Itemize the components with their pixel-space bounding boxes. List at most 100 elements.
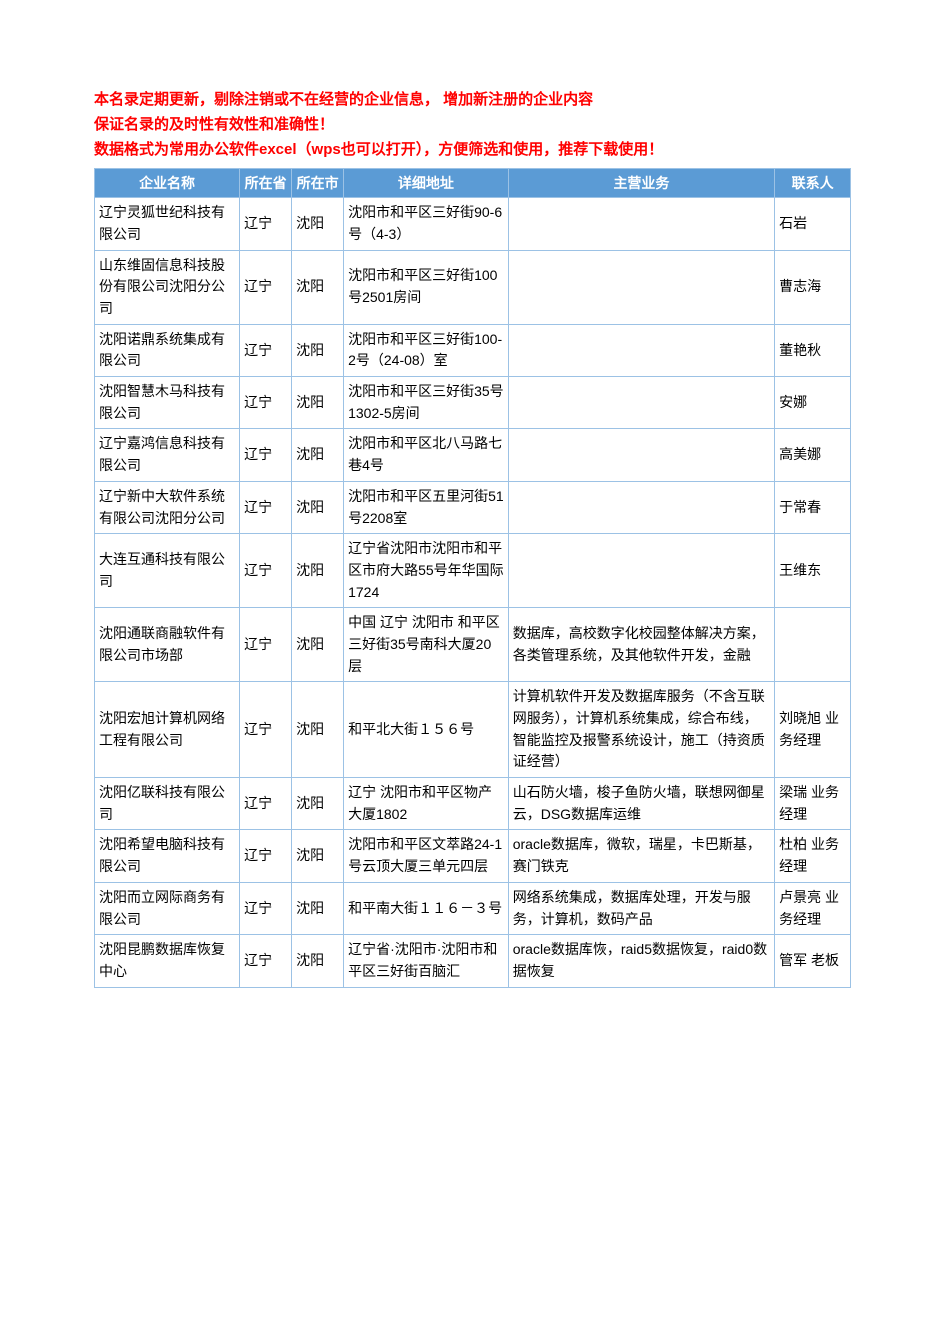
col-header-biz: 主营业务: [508, 169, 774, 198]
cell-addr: 和平南大街１１６－３号: [344, 882, 509, 934]
cell-name: 沈阳亿联科技有限公司: [95, 778, 240, 830]
notice-line-3: 数据格式为常用办公软件excel（wps也可以打开），方便筛选和使用，推荐下载使…: [94, 138, 851, 163]
cell-name: 沈阳诺鼎系统集成有限公司: [95, 324, 240, 376]
cell-prov: 辽宁: [240, 682, 292, 778]
notice-line-1: 本名录定期更新，剔除注销或不在经营的企业信息， 增加新注册的企业内容: [94, 88, 851, 113]
cell-city: 沈阳: [292, 935, 344, 987]
cell-contact: 董艳秋: [775, 324, 851, 376]
table-row: 大连互通科技有限公司辽宁沈阳辽宁省沈阳市沈阳市和平区市府大路55号年华国际172…: [95, 534, 851, 608]
table-row: 沈阳亿联科技有限公司辽宁沈阳辽宁 沈阳市和平区物产大厦1802山石防火墙，梭子鱼…: [95, 778, 851, 830]
cell-city: 沈阳: [292, 324, 344, 376]
cell-contact: 刘晓旭 业务经理: [775, 682, 851, 778]
cell-prov: 辽宁: [240, 608, 292, 682]
cell-contact: 于常春: [775, 481, 851, 533]
cell-city: 沈阳: [292, 534, 344, 608]
table-body: 辽宁灵狐世纪科技有限公司辽宁沈阳沈阳市和平区三好街90-6号（4-3）石岩山东维…: [95, 198, 851, 987]
cell-city: 沈阳: [292, 778, 344, 830]
cell-prov: 辽宁: [240, 882, 292, 934]
cell-city: 沈阳: [292, 682, 344, 778]
cell-name: 沈阳智慧木马科技有限公司: [95, 377, 240, 429]
cell-addr: 沈阳市和平区北八马路七巷4号: [344, 429, 509, 481]
cell-biz: [508, 377, 774, 429]
cell-name: 沈阳昆鹏数据库恢复中心: [95, 935, 240, 987]
cell-name: 沈阳而立网际商务有限公司: [95, 882, 240, 934]
cell-prov: 辽宁: [240, 250, 292, 324]
cell-contact: 梁瑞 业务经理: [775, 778, 851, 830]
cell-addr: 中国 辽宁 沈阳市 和平区三好街35号南科大厦20层: [344, 608, 509, 682]
table-row: 辽宁新中大软件系统有限公司沈阳分公司辽宁沈阳沈阳市和平区五里河街51号2208室…: [95, 481, 851, 533]
cell-addr: 沈阳市和平区三好街90-6号（4-3）: [344, 198, 509, 250]
cell-prov: 辽宁: [240, 534, 292, 608]
cell-addr: 和平北大街１５６号: [344, 682, 509, 778]
cell-biz: oracle数据库，微软，瑞星，卡巴斯基，赛门铁克: [508, 830, 774, 882]
cell-contact: 曹志海: [775, 250, 851, 324]
cell-biz: [508, 198, 774, 250]
notice-block: 本名录定期更新，剔除注销或不在经营的企业信息， 增加新注册的企业内容 保证名录的…: [94, 88, 851, 162]
cell-contact: 王维东: [775, 534, 851, 608]
cell-contact: 管军 老板: [775, 935, 851, 987]
cell-name: 山东维固信息科技股份有限公司沈阳分公司: [95, 250, 240, 324]
cell-name: 辽宁灵狐世纪科技有限公司: [95, 198, 240, 250]
cell-biz: [508, 534, 774, 608]
cell-city: 沈阳: [292, 481, 344, 533]
cell-biz: [508, 481, 774, 533]
cell-prov: 辽宁: [240, 935, 292, 987]
notice-line-2: 保证名录的及时性有效性和准确性！: [94, 113, 851, 138]
company-table: 企业名称 所在省 所在市 详细地址 主营业务 联系人 辽宁灵狐世纪科技有限公司辽…: [94, 168, 851, 987]
cell-addr: 辽宁省·沈阳市·沈阳市和平区三好街百脑汇: [344, 935, 509, 987]
table-row: 沈阳而立网际商务有限公司辽宁沈阳和平南大街１１６－３号网络系统集成，数据库处理，…: [95, 882, 851, 934]
table-row: 沈阳通联商融软件有限公司市场部辽宁沈阳中国 辽宁 沈阳市 和平区三好街35号南科…: [95, 608, 851, 682]
table-row: 辽宁灵狐世纪科技有限公司辽宁沈阳沈阳市和平区三好街90-6号（4-3） 石岩: [95, 198, 851, 250]
cell-biz: [508, 324, 774, 376]
cell-prov: 辽宁: [240, 429, 292, 481]
cell-addr: 辽宁省沈阳市沈阳市和平区市府大路55号年华国际1724: [344, 534, 509, 608]
cell-city: 沈阳: [292, 429, 344, 481]
col-header-name: 企业名称: [95, 169, 240, 198]
cell-prov: 辽宁: [240, 830, 292, 882]
cell-biz: oracle数据库恢，raid5数据恢复，raid0数据恢复: [508, 935, 774, 987]
cell-city: 沈阳: [292, 250, 344, 324]
cell-biz: [508, 429, 774, 481]
cell-contact: [775, 608, 851, 682]
table-row: 山东维固信息科技股份有限公司沈阳分公司辽宁沈阳沈阳市和平区三好街100号2501…: [95, 250, 851, 324]
table-row: 辽宁嘉鸿信息科技有限公司辽宁沈阳沈阳市和平区北八马路七巷4号 高美娜: [95, 429, 851, 481]
cell-prov: 辽宁: [240, 778, 292, 830]
table-row: 沈阳昆鹏数据库恢复中心辽宁沈阳辽宁省·沈阳市·沈阳市和平区三好街百脑汇oracl…: [95, 935, 851, 987]
cell-prov: 辽宁: [240, 324, 292, 376]
table-header-row: 企业名称 所在省 所在市 详细地址 主营业务 联系人: [95, 169, 851, 198]
cell-addr: 辽宁 沈阳市和平区物产大厦1802: [344, 778, 509, 830]
cell-city: 沈阳: [292, 830, 344, 882]
cell-prov: 辽宁: [240, 198, 292, 250]
cell-prov: 辽宁: [240, 481, 292, 533]
table-row: 沈阳希望电脑科技有限公司辽宁沈阳沈阳市和平区文萃路24-1号云顶大厦三单元四层o…: [95, 830, 851, 882]
cell-name: 大连互通科技有限公司: [95, 534, 240, 608]
cell-addr: 沈阳市和平区三好街100-2号（24-08）室: [344, 324, 509, 376]
cell-biz: 网络系统集成，数据库处理，开发与服务，计算机，数码产品: [508, 882, 774, 934]
col-header-contact: 联系人: [775, 169, 851, 198]
cell-name: 辽宁新中大软件系统有限公司沈阳分公司: [95, 481, 240, 533]
cell-addr: 沈阳市和平区三好街100号2501房间: [344, 250, 509, 324]
cell-contact: 卢景亮 业务经理: [775, 882, 851, 934]
cell-addr: 沈阳市和平区三好街35号1302-5房间: [344, 377, 509, 429]
col-header-addr: 详细地址: [344, 169, 509, 198]
col-header-prov: 所在省: [240, 169, 292, 198]
cell-name: 沈阳希望电脑科技有限公司: [95, 830, 240, 882]
cell-city: 沈阳: [292, 198, 344, 250]
cell-addr: 沈阳市和平区文萃路24-1号云顶大厦三单元四层: [344, 830, 509, 882]
cell-name: 辽宁嘉鸿信息科技有限公司: [95, 429, 240, 481]
cell-prov: 辽宁: [240, 377, 292, 429]
table-row: 沈阳诺鼎系统集成有限公司辽宁沈阳沈阳市和平区三好街100-2号（24-08）室 董…: [95, 324, 851, 376]
cell-biz: 计算机软件开发及数据库服务（不含互联网服务），计算机系统集成，综合布线，智能监控…: [508, 682, 774, 778]
cell-contact: 石岩: [775, 198, 851, 250]
cell-biz: 山石防火墙，梭子鱼防火墙，联想网御星云，DSG数据库运维: [508, 778, 774, 830]
cell-biz: [508, 250, 774, 324]
cell-city: 沈阳: [292, 608, 344, 682]
cell-addr: 沈阳市和平区五里河街51号2208室: [344, 481, 509, 533]
cell-biz: 数据库，高校数字化校园整体解决方案，各类管理系统，及其他软件开发，金融: [508, 608, 774, 682]
cell-name: 沈阳通联商融软件有限公司市场部: [95, 608, 240, 682]
col-header-city: 所在市: [292, 169, 344, 198]
cell-name: 沈阳宏旭计算机网络工程有限公司: [95, 682, 240, 778]
table-row: 沈阳智慧木马科技有限公司辽宁沈阳沈阳市和平区三好街35号1302-5房间安娜: [95, 377, 851, 429]
cell-contact: 高美娜: [775, 429, 851, 481]
cell-contact: 安娜: [775, 377, 851, 429]
